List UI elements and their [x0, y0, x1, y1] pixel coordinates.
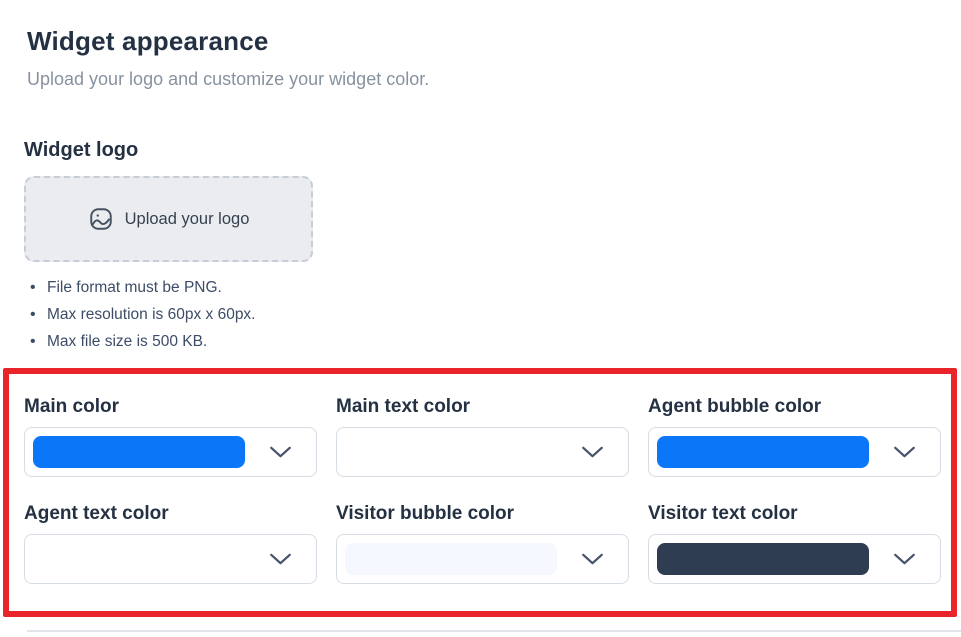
- visitor-text-color-select[interactable]: [648, 534, 941, 584]
- logo-rule-resolution: Max resolution is 60px x 60px.: [28, 301, 256, 328]
- main-color-label: Main color: [24, 396, 120, 417]
- visitor-text-color-swatch: [657, 543, 870, 575]
- agent-bubble-color-label: Agent bubble color: [648, 396, 822, 417]
- agent-bubble-color-select[interactable]: [648, 427, 941, 477]
- chevron-down-icon: [269, 553, 292, 566]
- color-field-main-color: Main color: [24, 395, 317, 477]
- agent-bubble-color-swatch: [657, 436, 870, 468]
- color-field-agent-bubble-color: Agent bubble color: [648, 395, 941, 477]
- main-color-swatch: [33, 436, 246, 468]
- widget-logo-heading: Widget logo: [24, 139, 139, 161]
- agent-text-color-label: Agent text color: [24, 503, 169, 524]
- main-text-color-select[interactable]: [336, 427, 629, 477]
- chevron-down-icon: [893, 446, 916, 459]
- color-field-agent-text-color: Agent text color: [24, 502, 317, 584]
- section-divider: [27, 630, 961, 632]
- image-icon: [88, 206, 114, 232]
- visitor-bubble-color-label: Visitor bubble color: [336, 503, 515, 524]
- page-subtitle: Upload your logo and customize your widg…: [27, 69, 430, 89]
- main-text-color-label: Main text color: [336, 396, 471, 417]
- visitor-text-color-label: Visitor text color: [648, 503, 798, 524]
- logo-rule-format: File format must be PNG.: [28, 274, 256, 301]
- main-text-color-swatch: [345, 436, 558, 468]
- color-field-visitor-bubble-color: Visitor bubble color: [336, 502, 629, 584]
- upload-logo-label: Upload your logo: [124, 209, 250, 228]
- color-field-visitor-text-color: Visitor text color: [648, 502, 941, 584]
- visitor-bubble-color-swatch: [345, 543, 558, 575]
- upload-logo-dropzone[interactable]: Upload your logo: [24, 176, 313, 262]
- page-title: Widget appearance: [27, 26, 269, 56]
- color-settings-grid: Main color Main text color Agent bubble …: [24, 395, 941, 584]
- agent-text-color-swatch: [33, 543, 246, 575]
- logo-rule-filesize: Max file size is 500 KB.: [28, 328, 256, 355]
- chevron-down-icon: [581, 446, 604, 459]
- main-color-select[interactable]: [24, 427, 317, 477]
- chevron-down-icon: [269, 446, 292, 459]
- agent-text-color-select[interactable]: [24, 534, 317, 584]
- chevron-down-icon: [581, 553, 604, 566]
- chevron-down-icon: [893, 553, 916, 566]
- logo-rules-list: File format must be PNG. Max resolution …: [28, 274, 256, 355]
- visitor-bubble-color-select[interactable]: [336, 534, 629, 584]
- color-field-main-text-color: Main text color: [336, 395, 629, 477]
